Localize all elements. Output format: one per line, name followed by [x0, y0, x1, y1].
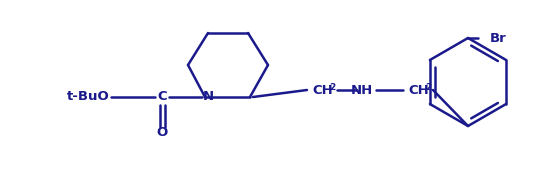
Text: C: C	[157, 90, 167, 104]
Text: NH: NH	[351, 84, 373, 96]
Text: 2: 2	[425, 82, 432, 92]
Text: t-BuO: t-BuO	[66, 90, 109, 104]
Text: 2: 2	[329, 82, 335, 92]
Text: CH: CH	[312, 84, 333, 96]
Text: Br: Br	[490, 32, 507, 44]
Text: N: N	[203, 90, 214, 102]
Text: CH: CH	[408, 84, 429, 96]
Text: O: O	[156, 127, 167, 139]
